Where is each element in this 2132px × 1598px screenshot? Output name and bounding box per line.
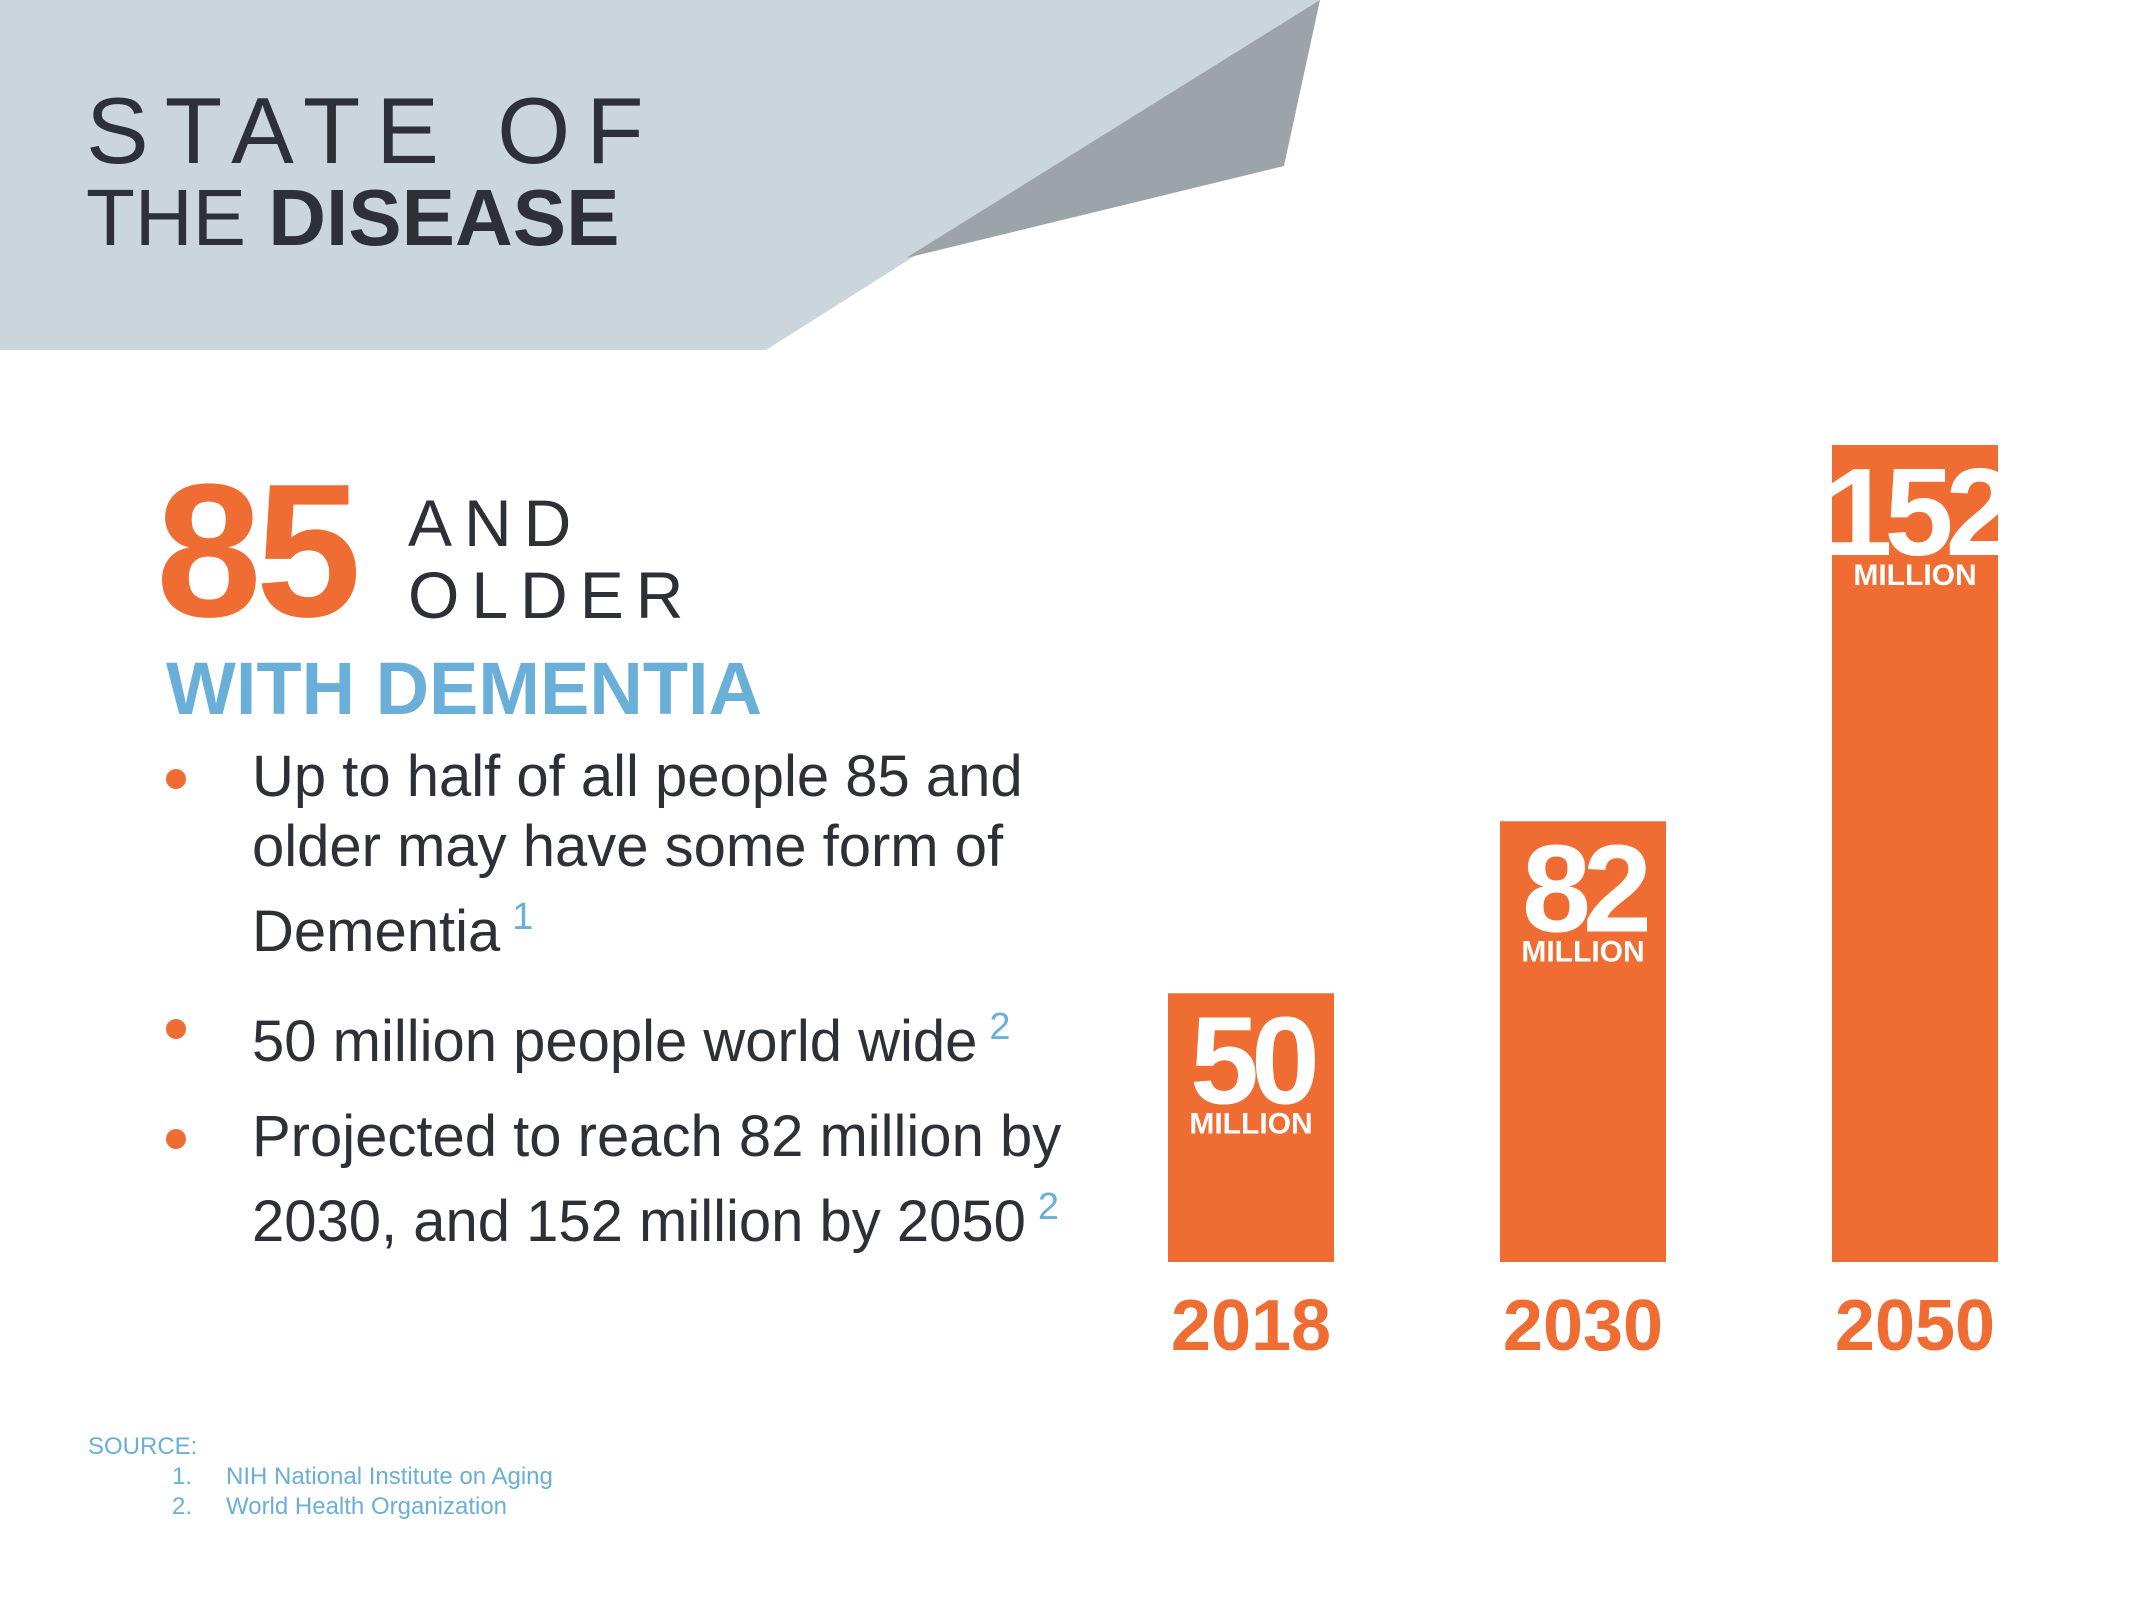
bar-value-label: 50: [1190, 992, 1315, 1130]
bullet-text: 50 million people world wide: [252, 1009, 978, 1074]
x-tick-label: 2018: [1171, 1286, 1331, 1366]
page-title-bold: DISEASE: [268, 173, 620, 262]
page-title-regular: THE: [86, 173, 269, 262]
header-band: [0, 0, 1320, 350]
bullet-dot-icon: [166, 1129, 186, 1149]
header-background: [0, 0, 1320, 350]
bullet-dot-icon: [166, 1019, 186, 1039]
bullet-item: Up to half of all people 85 and older ma…: [160, 742, 1120, 967]
source-notes: SOURCE: 1. NIH National Institute on Agin…: [88, 1432, 553, 1522]
x-tick-label: 2030: [1503, 1286, 1663, 1366]
stat-line-and: AND: [408, 486, 584, 560]
bullet-dot-icon: [166, 769, 186, 789]
bullet-text: Up to half of all people 85 and older ma…: [252, 744, 1023, 964]
x-tick-label: 2050: [1835, 1286, 1995, 1366]
stat-subtitle: WITH DEMENTIA: [166, 647, 763, 730]
bar-2030: [1500, 821, 1666, 1262]
bar-unit-label: MILLION: [1853, 559, 1976, 592]
source-text: World Health Organization: [226, 1493, 508, 1520]
page-title-line1: STATE OF: [86, 78, 660, 183]
bullet-text: Projected to reach 82 million by 2030, a…: [252, 1104, 1062, 1254]
bar-value-label: 82: [1522, 820, 1647, 958]
header-accent-shape: [906, 0, 1320, 258]
source-label: SOURCE:: [88, 1433, 198, 1460]
page-title-line2: THE DISEASE: [86, 178, 619, 258]
stat-number: 85: [156, 445, 361, 657]
bullet-list: Up to half of all people 85 and older ma…: [160, 742, 1120, 1282]
bar-value-label: 152: [1824, 444, 2010, 582]
source-item: 2. World Health Organization: [88, 1492, 553, 1522]
footnote-ref: 2: [989, 1006, 1011, 1048]
bullet-item: Projected to reach 82 million by 2030, a…: [160, 1102, 1120, 1257]
source-item: 1. NIH National Institute on Aging: [88, 1462, 553, 1492]
bar-unit-label: MILLION: [1189, 1107, 1312, 1140]
bullet-item: 50 million people world wide 2: [160, 992, 1120, 1077]
footnote-ref: 1: [512, 896, 534, 938]
footnote-ref: 2: [1037, 1186, 1060, 1228]
source-number: 1.: [172, 1463, 193, 1490]
bar-unit-label: MILLION: [1521, 935, 1644, 968]
bar-2018: [1168, 993, 1334, 1262]
bar-2050: [1832, 445, 1998, 1262]
stat-line-older: OLDER: [408, 558, 696, 632]
source-number: 2.: [172, 1493, 193, 1520]
source-text: NIH National Institute on Aging: [226, 1463, 553, 1490]
